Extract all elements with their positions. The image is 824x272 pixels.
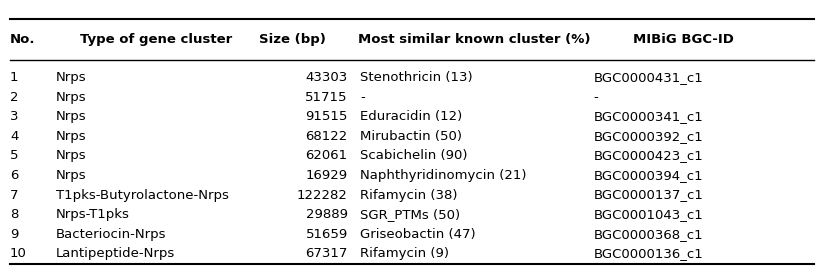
Text: BGC0000341_c1: BGC0000341_c1 [593, 110, 703, 123]
Text: 29889: 29889 [306, 208, 348, 221]
Text: 9: 9 [10, 228, 18, 241]
Text: BGC0000137_c1: BGC0000137_c1 [593, 188, 703, 202]
Text: 2: 2 [10, 91, 18, 104]
Text: 122282: 122282 [297, 188, 348, 202]
Text: Griseobactin (47): Griseobactin (47) [360, 228, 475, 241]
Text: Nrps: Nrps [56, 71, 87, 84]
Text: 68122: 68122 [306, 130, 348, 143]
Text: 8: 8 [10, 208, 18, 221]
Text: 43303: 43303 [306, 71, 348, 84]
Text: Most similar known cluster (%): Most similar known cluster (%) [358, 33, 590, 46]
Text: MIBiG BGC-ID: MIBiG BGC-ID [634, 33, 734, 46]
Text: BGC0000423_c1: BGC0000423_c1 [593, 149, 703, 162]
Text: Rifamycin (38): Rifamycin (38) [360, 188, 457, 202]
Text: 1: 1 [10, 71, 18, 84]
Text: -: - [360, 91, 365, 104]
Text: Nrps: Nrps [56, 130, 87, 143]
Text: Naphthyridinomycin (21): Naphthyridinomycin (21) [360, 169, 527, 182]
Text: BGC0000368_c1: BGC0000368_c1 [593, 228, 703, 241]
Text: BGC0001043_c1: BGC0001043_c1 [593, 208, 703, 221]
Text: Rifamycin (9): Rifamycin (9) [360, 247, 449, 260]
Text: 62061: 62061 [306, 149, 348, 162]
Text: 51715: 51715 [305, 91, 348, 104]
Text: 3: 3 [10, 110, 18, 123]
Text: 67317: 67317 [306, 247, 348, 260]
Text: Nrps-T1pks: Nrps-T1pks [56, 208, 130, 221]
Text: BGC0000394_c1: BGC0000394_c1 [593, 169, 703, 182]
Text: Mirubactin (50): Mirubactin (50) [360, 130, 462, 143]
Text: Nrps: Nrps [56, 91, 87, 104]
Text: Lantipeptide-Nrps: Lantipeptide-Nrps [56, 247, 176, 260]
Text: Type of gene cluster: Type of gene cluster [81, 33, 232, 46]
Text: Size (bp): Size (bp) [259, 33, 326, 46]
Text: Scabichelin (90): Scabichelin (90) [360, 149, 467, 162]
Text: Nrps: Nrps [56, 110, 87, 123]
Text: 4: 4 [10, 130, 18, 143]
Text: BGC0000136_c1: BGC0000136_c1 [593, 247, 703, 260]
Text: BGC0000431_c1: BGC0000431_c1 [593, 71, 703, 84]
Text: 10: 10 [10, 247, 26, 260]
Text: -: - [593, 91, 598, 104]
Text: SGR_PTMs (50): SGR_PTMs (50) [360, 208, 461, 221]
Text: No.: No. [10, 33, 35, 46]
Text: BGC0000392_c1: BGC0000392_c1 [593, 130, 703, 143]
Text: Stenothricin (13): Stenothricin (13) [360, 71, 473, 84]
Text: 91515: 91515 [306, 110, 348, 123]
Text: 7: 7 [10, 188, 18, 202]
Text: 51659: 51659 [306, 228, 348, 241]
Text: Eduracidin (12): Eduracidin (12) [360, 110, 462, 123]
Text: 5: 5 [10, 149, 18, 162]
Text: 16929: 16929 [306, 169, 348, 182]
Text: Bacteriocin-Nrps: Bacteriocin-Nrps [56, 228, 166, 241]
Text: Nrps: Nrps [56, 149, 87, 162]
Text: Nrps: Nrps [56, 169, 87, 182]
Text: T1pks-Butyrolactone-Nrps: T1pks-Butyrolactone-Nrps [56, 188, 229, 202]
Text: 6: 6 [10, 169, 18, 182]
